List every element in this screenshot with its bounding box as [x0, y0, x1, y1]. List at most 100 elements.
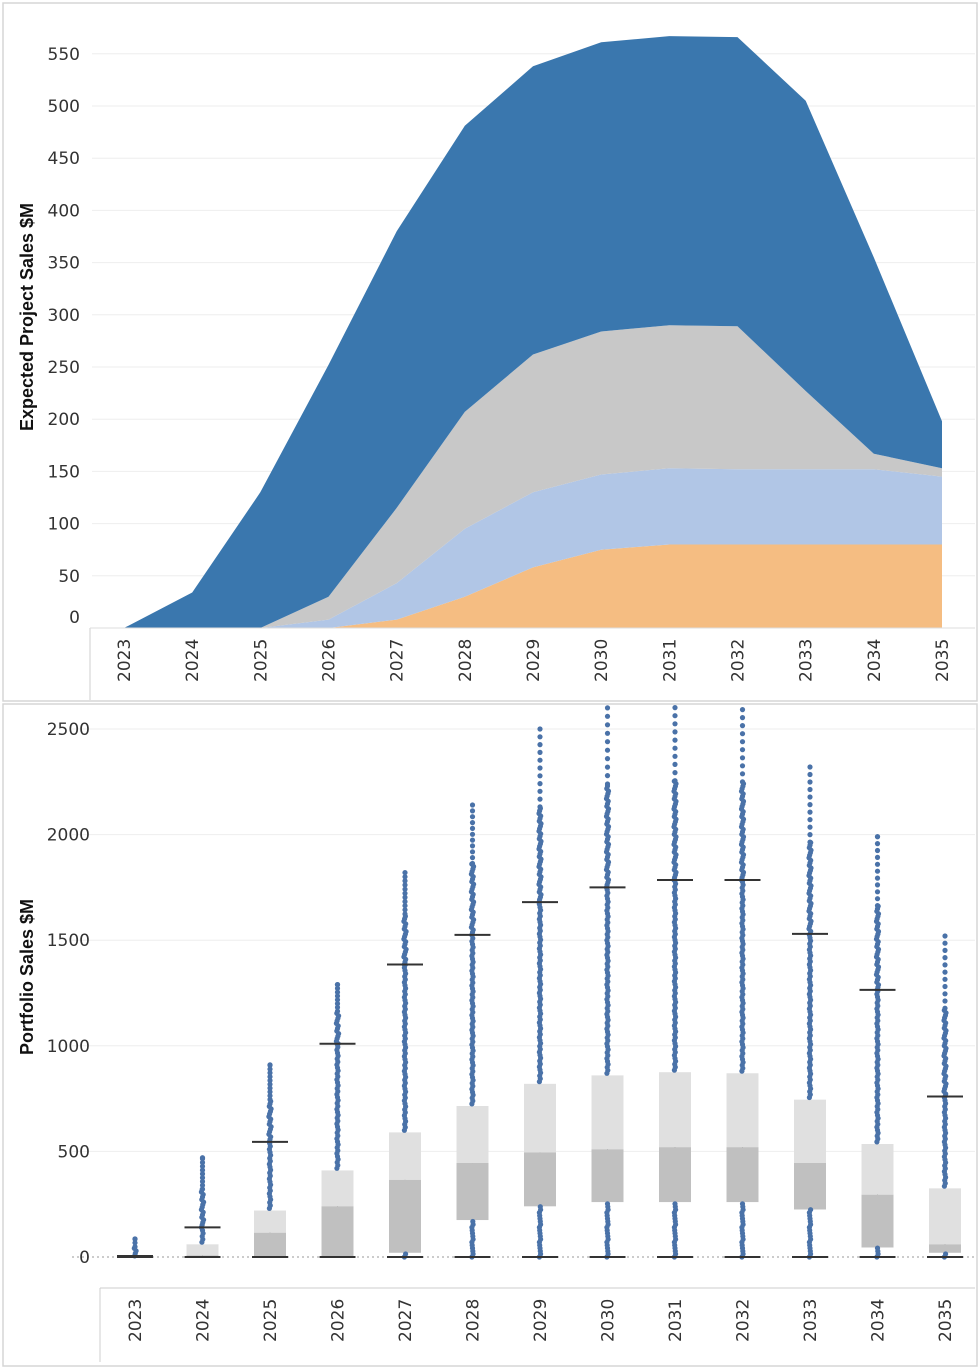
outlier-point [469, 837, 476, 843]
outlier-point [469, 860, 476, 867]
bottom-panel-frame [2, 703, 978, 1367]
box-upper-quartile [929, 1188, 961, 1245]
area-x-tick-labels: 2023 2024 2025 2026 2027 2028 2029 2030 2031 2032… [115, 639, 953, 682]
box-upper-quartile [794, 1099, 826, 1164]
outlier-point [808, 1207, 814, 1213]
outlier-point [470, 1218, 476, 1225]
area-x-tick-10: 2033 [797, 639, 817, 682]
box-2032 [724, 707, 761, 1260]
area-y-tick-7: 350 [48, 254, 80, 274]
outlier-point [469, 808, 476, 814]
outlier-point [942, 976, 948, 982]
area-series-2 [124, 325, 942, 628]
area-y-axis-label: Expected Project Sales $M [17, 203, 37, 431]
box-upper-quartile [861, 1144, 894, 1195]
box-upper-quartile [321, 1170, 354, 1207]
outlier-point [672, 729, 678, 735]
area-x-tick-1: 2024 [183, 639, 203, 682]
outlier-point [537, 796, 543, 802]
outlier-point [942, 933, 948, 939]
outlier-point [469, 825, 476, 832]
outlier-point [874, 861, 881, 867]
outlier-point [402, 886, 408, 892]
area-series-3 [124, 36, 942, 629]
outlier-point [604, 747, 611, 753]
outlier-point [469, 802, 476, 808]
outlier-point [537, 804, 543, 810]
outlier-point [672, 721, 678, 727]
box-lower-quartile [726, 1147, 759, 1203]
area-y-tick-labels: 0 50 100 150 200 250 300 350 400 450 500 550 [48, 45, 80, 628]
outlier-point [942, 940, 948, 946]
box-upper-quartile [591, 1075, 624, 1150]
outlier-point [604, 756, 611, 762]
area-x-tick-8: 2031 [660, 639, 680, 682]
outlier-point [132, 1240, 138, 1246]
outlier-point [874, 1245, 881, 1251]
outlier-point [807, 809, 813, 815]
outlier-point [874, 847, 881, 854]
outlier-point [874, 854, 881, 861]
outlier-point [267, 1089, 273, 1095]
outlier-point [469, 820, 476, 826]
outlier-point [739, 771, 746, 777]
outlier-point [199, 1155, 206, 1161]
box-lower-quartile [591, 1149, 624, 1203]
outlier-point [469, 849, 476, 855]
box-lower-quartile [929, 1244, 961, 1253]
box-upper-quartile [389, 1132, 421, 1180]
box-y-axis-label: Portfolio Sales $M [17, 899, 37, 1055]
area-x-tick-12: 2035 [933, 639, 953, 682]
outlier-point [199, 1159, 206, 1166]
outlier-point [739, 739, 746, 745]
box-2023 [117, 1236, 153, 1259]
outlier-point [267, 1070, 273, 1076]
outlier-point [874, 882, 881, 888]
outlier-point [739, 1201, 746, 1207]
outlier-point [199, 1163, 206, 1169]
outlier-point [807, 802, 813, 808]
outlier-point [402, 870, 408, 876]
top-panel-frame [2, 2, 978, 702]
outlier-point [199, 1175, 206, 1181]
outlier-point [469, 843, 476, 849]
outlier-point [739, 779, 746, 785]
outlier-point [402, 882, 408, 888]
outlier-point [739, 723, 746, 729]
box-x-tick-6: 2029 [531, 1299, 551, 1342]
area-y-tick-5: 250 [48, 358, 80, 378]
outlier-point [402, 894, 408, 901]
outlier-point [199, 1171, 206, 1177]
area-y-tick-3: 150 [48, 462, 80, 482]
outlier-point [807, 824, 813, 830]
box-x-tick-0: 2023 [126, 1299, 146, 1342]
outlier-point [334, 1004, 341, 1011]
area-y-tick-2: 100 [48, 515, 80, 535]
outlier-point [739, 715, 746, 721]
box-y-tick-1: 500 [58, 1142, 90, 1162]
area-x-tick-11: 2034 [865, 639, 885, 682]
box-x-tick-4: 2027 [396, 1299, 416, 1342]
outlier-point [874, 875, 881, 881]
area-y-tick-10: 500 [48, 97, 80, 117]
outlier-point [537, 749, 543, 756]
outlier-point [874, 868, 881, 874]
box-2028 [454, 802, 491, 1260]
box-marks-group [117, 705, 963, 1260]
outlier-point [943, 1251, 949, 1257]
area-x-tick-9: 2032 [729, 639, 749, 682]
area-y-tick-9: 450 [48, 149, 80, 169]
outlier-point [267, 1096, 273, 1103]
area-series-group [124, 36, 942, 629]
outlier-point [199, 1186, 206, 1192]
outlier-point [942, 969, 948, 975]
box-lower-quartile [794, 1163, 826, 1210]
outlier-point [267, 1074, 273, 1080]
outlier-point [874, 889, 881, 895]
box-2031 [657, 705, 693, 1260]
outlier-point [537, 726, 543, 732]
box-lower-quartile [524, 1152, 556, 1207]
box-x-tick-9: 2032 [734, 1299, 754, 1342]
box-lower-quartile [254, 1232, 286, 1257]
outlier-point [334, 993, 341, 999]
